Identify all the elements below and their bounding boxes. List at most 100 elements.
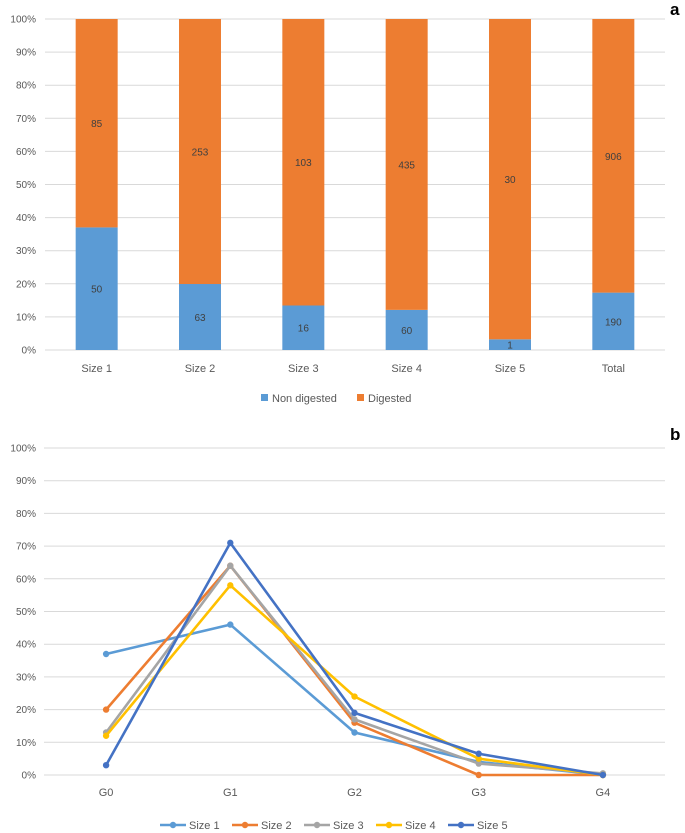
bar-non-digested [75, 227, 118, 350]
line-chart: b 0% 10% 20% 30% 40% 50% 60% 70% 80% 90% 100% G0 G1… [10, 425, 680, 832]
data-point-size-5 [599, 771, 607, 779]
series-lines [102, 539, 607, 779]
data-point-size-1 [102, 650, 110, 658]
y-tick-label: 70% [16, 542, 36, 553]
x-tick-label: G4 [596, 787, 611, 799]
data-label: 85 [91, 119, 103, 130]
legend-marker [241, 821, 249, 829]
bar-non-digested [282, 305, 325, 350]
data-point-size-4 [227, 582, 234, 589]
bar-non-digested [592, 292, 635, 350]
y-tick-label: 0% [22, 346, 37, 357]
legend-marker [457, 821, 465, 829]
data-point-size-3 [351, 716, 358, 723]
bar-digested [282, 19, 325, 306]
legend-label: Digested [368, 393, 411, 405]
legend-swatch [261, 394, 268, 401]
y-tick-label: 20% [16, 279, 36, 290]
data-label: 190 [605, 317, 622, 328]
x-tick-label: Size 2 [185, 363, 216, 375]
x-tick-label: G0 [99, 787, 114, 799]
data-point-size-5 [351, 709, 358, 717]
legend-label: Size 4 [405, 820, 436, 832]
y-tick-labels: 0% 10% 20% 30% 40% 50% 60% 70% 80% 90% 100% [10, 15, 36, 357]
gridlines [45, 18, 665, 351]
legend: Non digested Digested [261, 393, 411, 405]
legend-marker [169, 821, 177, 829]
data-label: 60 [401, 326, 413, 337]
x-tick-label: G3 [471, 787, 486, 799]
y-tick-label: 70% [16, 114, 36, 125]
legend-label: Size 2 [261, 820, 292, 832]
bar-non-digested [179, 284, 221, 350]
data-point-size-4 [102, 732, 110, 739]
y-tick-label: 50% [16, 607, 36, 618]
data-point-size-4 [475, 755, 482, 762]
series-line-size-4 [105, 584, 604, 777]
y-tick-label: 40% [16, 640, 36, 651]
stacked-bar-chart: a 0% 10% 20% 30% 40% 50% 60% 70% 80% 90% 100% 50 85… [10, 0, 680, 405]
legend-swatch [357, 394, 364, 401]
data-point-size-3 [227, 562, 234, 569]
data-point-size-2 [475, 771, 482, 779]
y-tick-label: 90% [16, 48, 36, 59]
data-label: 435 [398, 160, 415, 171]
y-tick-label: 10% [16, 312, 36, 323]
x-tick-labels: Size 1 Size 2 Size 3 Size 4 Size 5 Total [81, 363, 625, 375]
legend: Size 1 Size 2 Size 3 Size 4 Size 5 [160, 820, 508, 832]
legend-label: Size 5 [477, 820, 508, 832]
data-point-size-2 [102, 706, 110, 713]
y-tick-label: 50% [16, 180, 36, 191]
data-point-size-1 [227, 621, 234, 628]
series-line-size-5 [104, 541, 604, 777]
x-tick-label: Size 5 [495, 363, 526, 375]
y-tick-label: 100% [10, 444, 36, 455]
bar-digested [179, 19, 221, 285]
y-tick-label: 80% [16, 509, 36, 520]
y-tick-label: 10% [16, 738, 36, 749]
bar-non-digested [489, 339, 531, 350]
data-label: 63 [194, 313, 206, 324]
y-tick-label: 30% [16, 246, 36, 257]
y-tick-label: 60% [16, 574, 36, 585]
y-tick-label: 60% [16, 147, 36, 158]
data-label: 253 [192, 148, 209, 159]
y-tick-label: 30% [16, 672, 36, 683]
x-tick-label: Size 4 [391, 363, 422, 375]
data-point-size-5 [227, 539, 234, 547]
legend-label: Non digested [272, 393, 337, 405]
x-tick-label: G1 [223, 787, 238, 799]
panel-label-b: b [670, 425, 680, 444]
y-tick-label: 100% [10, 15, 36, 26]
data-label: 30 [504, 175, 516, 186]
x-tick-label: G2 [347, 787, 362, 799]
y-tick-label: 40% [16, 213, 36, 224]
bar-digested [592, 19, 635, 293]
x-tick-label: Total [602, 363, 625, 375]
data-point-size-3 [475, 760, 482, 767]
data-label: 906 [605, 152, 622, 163]
y-tick-label: 90% [16, 476, 36, 487]
data-label: 103 [295, 158, 312, 169]
data-point-size-4 [351, 693, 358, 700]
y-tick-label: 20% [16, 705, 36, 716]
bar-non-digested [385, 309, 428, 350]
x-tick-label: Size 3 [288, 363, 319, 375]
bar-digested [489, 19, 531, 340]
panel-label-a: a [670, 0, 680, 19]
data-label: 1 [507, 341, 513, 352]
x-tick-labels: G0 G1 G2 G3 G4 [99, 787, 610, 799]
legend-label: Size 1 [189, 820, 220, 832]
series-line-size-2 [105, 564, 603, 777]
data-point-size-1 [351, 729, 358, 736]
bars: 50 85 63 253 16 103 60 435 1 30 190 906 [75, 19, 635, 352]
legend-marker [385, 821, 393, 829]
y-tick-label: 0% [22, 771, 37, 782]
data-label: 50 [91, 285, 103, 296]
gridlines [44, 447, 665, 776]
y-tick-labels: 0% 10% 20% 30% 40% 50% 60% 70% 80% 90% 100% [10, 444, 36, 782]
data-point-size-5 [102, 761, 110, 769]
x-tick-label: Size 1 [81, 363, 112, 375]
bar-digested [75, 19, 118, 228]
